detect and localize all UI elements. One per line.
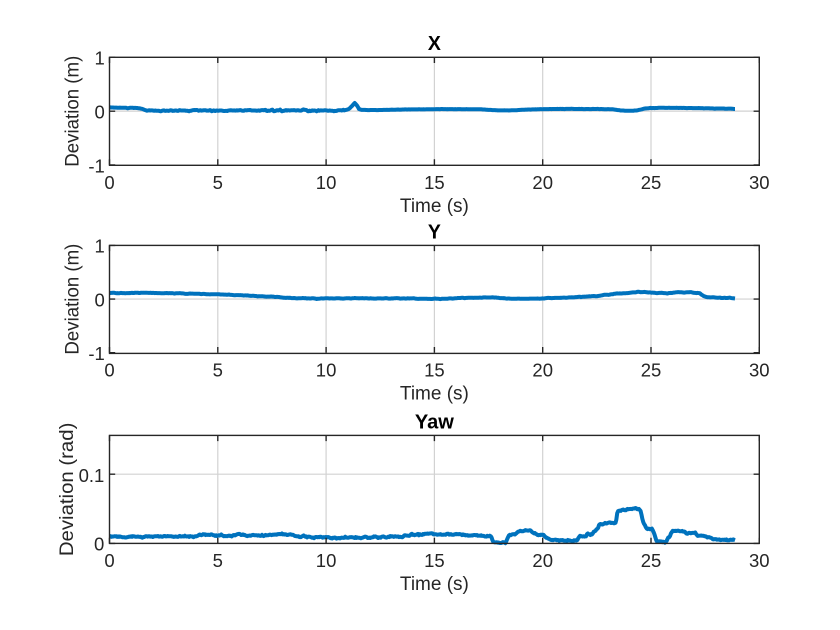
svg-text:Yaw: Yaw xyxy=(415,411,454,433)
svg-text:20: 20 xyxy=(532,172,553,193)
svg-text:5: 5 xyxy=(213,550,223,571)
svg-text:1: 1 xyxy=(95,236,105,257)
svg-text:30: 30 xyxy=(749,550,770,571)
svg-text:1: 1 xyxy=(95,48,105,69)
svg-text:30: 30 xyxy=(749,172,770,193)
svg-text:0: 0 xyxy=(95,102,105,123)
svg-text:Time (s): Time (s) xyxy=(400,384,469,405)
svg-text:Deviation (m): Deviation (m) xyxy=(63,56,84,167)
svg-text:30: 30 xyxy=(749,360,770,381)
svg-text:15: 15 xyxy=(424,550,445,571)
svg-text:0: 0 xyxy=(94,534,104,555)
svg-text:25: 25 xyxy=(641,550,662,571)
svg-text:5: 5 xyxy=(213,360,223,381)
svg-text:Y: Y xyxy=(428,221,442,243)
svg-text:Deviation (m): Deviation (m) xyxy=(63,244,84,355)
svg-text:Deviation (rad): Deviation (rad) xyxy=(57,423,78,557)
svg-text:0: 0 xyxy=(104,172,114,193)
svg-text:25: 25 xyxy=(641,172,662,193)
svg-text:25: 25 xyxy=(641,360,662,381)
svg-text:15: 15 xyxy=(424,360,445,381)
svg-text:0: 0 xyxy=(104,550,114,571)
svg-text:Time (s): Time (s) xyxy=(400,196,469,217)
svg-text:-1: -1 xyxy=(88,343,104,364)
svg-text:-1: -1 xyxy=(88,155,104,176)
svg-text:15: 15 xyxy=(424,172,445,193)
svg-text:0.1: 0.1 xyxy=(79,465,105,486)
svg-text:10: 10 xyxy=(316,360,337,381)
svg-text:5: 5 xyxy=(213,172,223,193)
svg-text:20: 20 xyxy=(532,360,553,381)
svg-text:X: X xyxy=(428,33,442,55)
svg-text:20: 20 xyxy=(532,550,553,571)
svg-text:Time (s): Time (s) xyxy=(400,574,469,595)
svg-text:0: 0 xyxy=(104,360,114,381)
svg-text:10: 10 xyxy=(316,550,337,571)
svg-text:0: 0 xyxy=(95,289,105,310)
svg-text:10: 10 xyxy=(316,172,337,193)
